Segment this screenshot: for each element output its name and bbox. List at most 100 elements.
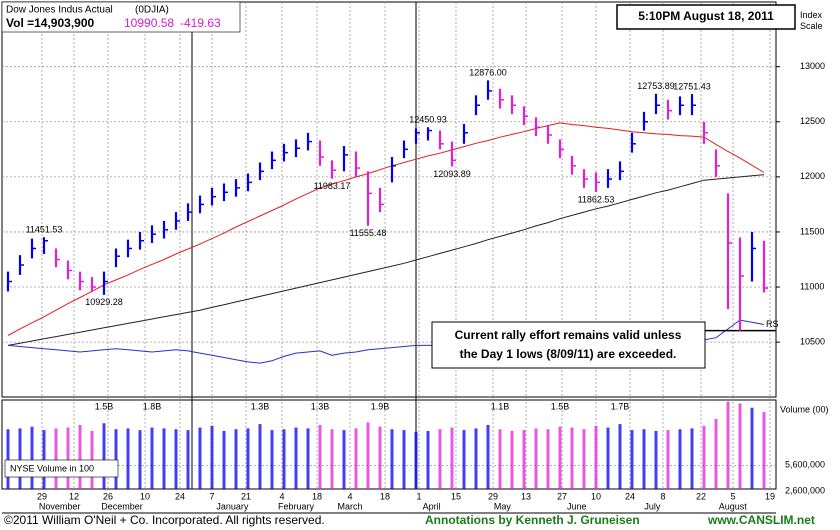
volume-bar xyxy=(78,424,82,489)
volume-bar xyxy=(474,428,478,489)
x-tick-label: 22 xyxy=(696,491,706,501)
volume-bar xyxy=(546,429,550,489)
volume-bar xyxy=(30,426,34,489)
month-label: April xyxy=(423,501,441,511)
volume-bar xyxy=(114,429,118,489)
y-tick-label: 2,600,000 xyxy=(785,486,825,496)
y-tick-label: 11500 xyxy=(800,226,824,236)
volume-bar xyxy=(246,428,250,489)
high-label: 11451.53 xyxy=(26,225,63,235)
volume-bar xyxy=(486,424,490,489)
x-tick-label: 1 xyxy=(416,491,421,501)
volume-bar xyxy=(6,429,10,489)
volume-bar xyxy=(750,407,754,489)
x-tick-label: 24 xyxy=(625,491,635,501)
volume-bar xyxy=(186,430,190,489)
month-label: January xyxy=(216,501,249,511)
last-close: 10990.58 xyxy=(124,16,174,30)
month-label: June xyxy=(567,501,587,511)
change: -419.63 xyxy=(180,16,221,30)
x-tick-label: 27 xyxy=(557,491,567,501)
x-tick-label: 24 xyxy=(175,491,185,501)
volume-note: 1.1B xyxy=(491,401,510,411)
volume-legend-box xyxy=(4,459,119,478)
month-label: May xyxy=(494,501,512,511)
x-tick-label: 26 xyxy=(103,491,113,501)
y-tick-label: 11000 xyxy=(800,281,824,291)
ma200-line xyxy=(7,174,765,346)
chart-title: Dow Jones Indus Actual xyxy=(6,5,113,16)
volume-bar xyxy=(198,427,202,489)
annotation: Current rally effort remains valid unles… xyxy=(455,328,682,342)
x-tick-label: 15 xyxy=(451,491,461,501)
volume-bar xyxy=(558,426,562,489)
volume-bar xyxy=(294,427,298,489)
x-tick-label: 4 xyxy=(279,491,284,501)
x-tick-label: 12 xyxy=(69,491,79,501)
volume-bar xyxy=(66,427,70,489)
volume-bar xyxy=(390,429,394,489)
low-label: 10929.28 xyxy=(85,297,123,307)
volume-bar xyxy=(678,429,682,489)
month-label: December xyxy=(101,501,143,511)
y-tick-label: 10500 xyxy=(800,336,825,346)
volume-note: 1.3B xyxy=(251,401,270,411)
y-tick-label: 12500 xyxy=(800,116,825,126)
x-tick-label: 10 xyxy=(591,491,601,501)
x-tick-label: 5 xyxy=(731,491,736,501)
volume-bar xyxy=(102,423,106,489)
volume-note: 1.3B xyxy=(311,401,330,411)
volume-bar xyxy=(258,424,262,489)
symbol: (0DJIA) xyxy=(135,5,169,16)
month-label: July xyxy=(644,501,661,511)
volume-bar xyxy=(594,425,598,489)
copyright: ©2011 William O'Neil + Co. Incorporated.… xyxy=(4,513,325,527)
x-tick-label: 8 xyxy=(660,491,665,501)
volume-bar xyxy=(222,430,226,489)
x-tick-label: 18 xyxy=(312,491,322,501)
site: www.CANSLIM.net xyxy=(707,513,815,527)
high-label: 12450.93 xyxy=(409,115,447,125)
y-tick-label: 13000 xyxy=(800,61,825,71)
volume-bar xyxy=(210,425,214,489)
volume-bar xyxy=(618,424,622,489)
volume-note: 1.5B xyxy=(95,401,114,411)
volume-bar xyxy=(606,427,610,489)
volume-bar xyxy=(522,430,526,489)
high-label: 12876.00 xyxy=(469,68,507,78)
x-tick-label: 13 xyxy=(521,491,531,501)
x-tick-label: 29 xyxy=(37,491,47,501)
volume-bar xyxy=(318,424,322,489)
volume-bar xyxy=(642,429,646,489)
volume-text: Vol =14,903,900 xyxy=(6,16,95,30)
x-tick-label: 10 xyxy=(140,491,150,501)
volume-bar xyxy=(726,401,730,489)
volume-bar xyxy=(162,428,166,489)
x-tick-label: 7 xyxy=(209,491,214,501)
low-label: 11862.53 xyxy=(578,194,615,204)
month-label: March xyxy=(337,501,362,511)
volume-bar xyxy=(462,430,466,489)
x-tick-label: 18 xyxy=(380,491,390,501)
volume-note: 1.8B xyxy=(143,401,162,411)
volume-bar xyxy=(42,430,46,489)
volume-bar xyxy=(438,429,442,489)
volume-bar xyxy=(738,403,742,489)
volume-bar xyxy=(702,425,706,489)
volume-bar xyxy=(378,426,382,489)
volume-bar xyxy=(402,430,406,489)
timestamp-box xyxy=(616,4,796,30)
annotation-box xyxy=(431,321,706,369)
volume-bar xyxy=(498,429,502,489)
ma50-line xyxy=(7,122,765,336)
volume-bar xyxy=(150,427,154,489)
y-axis-label: Index Scale xyxy=(800,10,823,31)
high-label: 12753.89 xyxy=(637,81,675,91)
low-label: 11983.17 xyxy=(314,181,351,191)
high-label: 12751.43 xyxy=(673,81,711,91)
volume-bar xyxy=(414,431,418,489)
low-label: 12093.89 xyxy=(433,169,471,179)
volume-bar xyxy=(366,422,370,489)
